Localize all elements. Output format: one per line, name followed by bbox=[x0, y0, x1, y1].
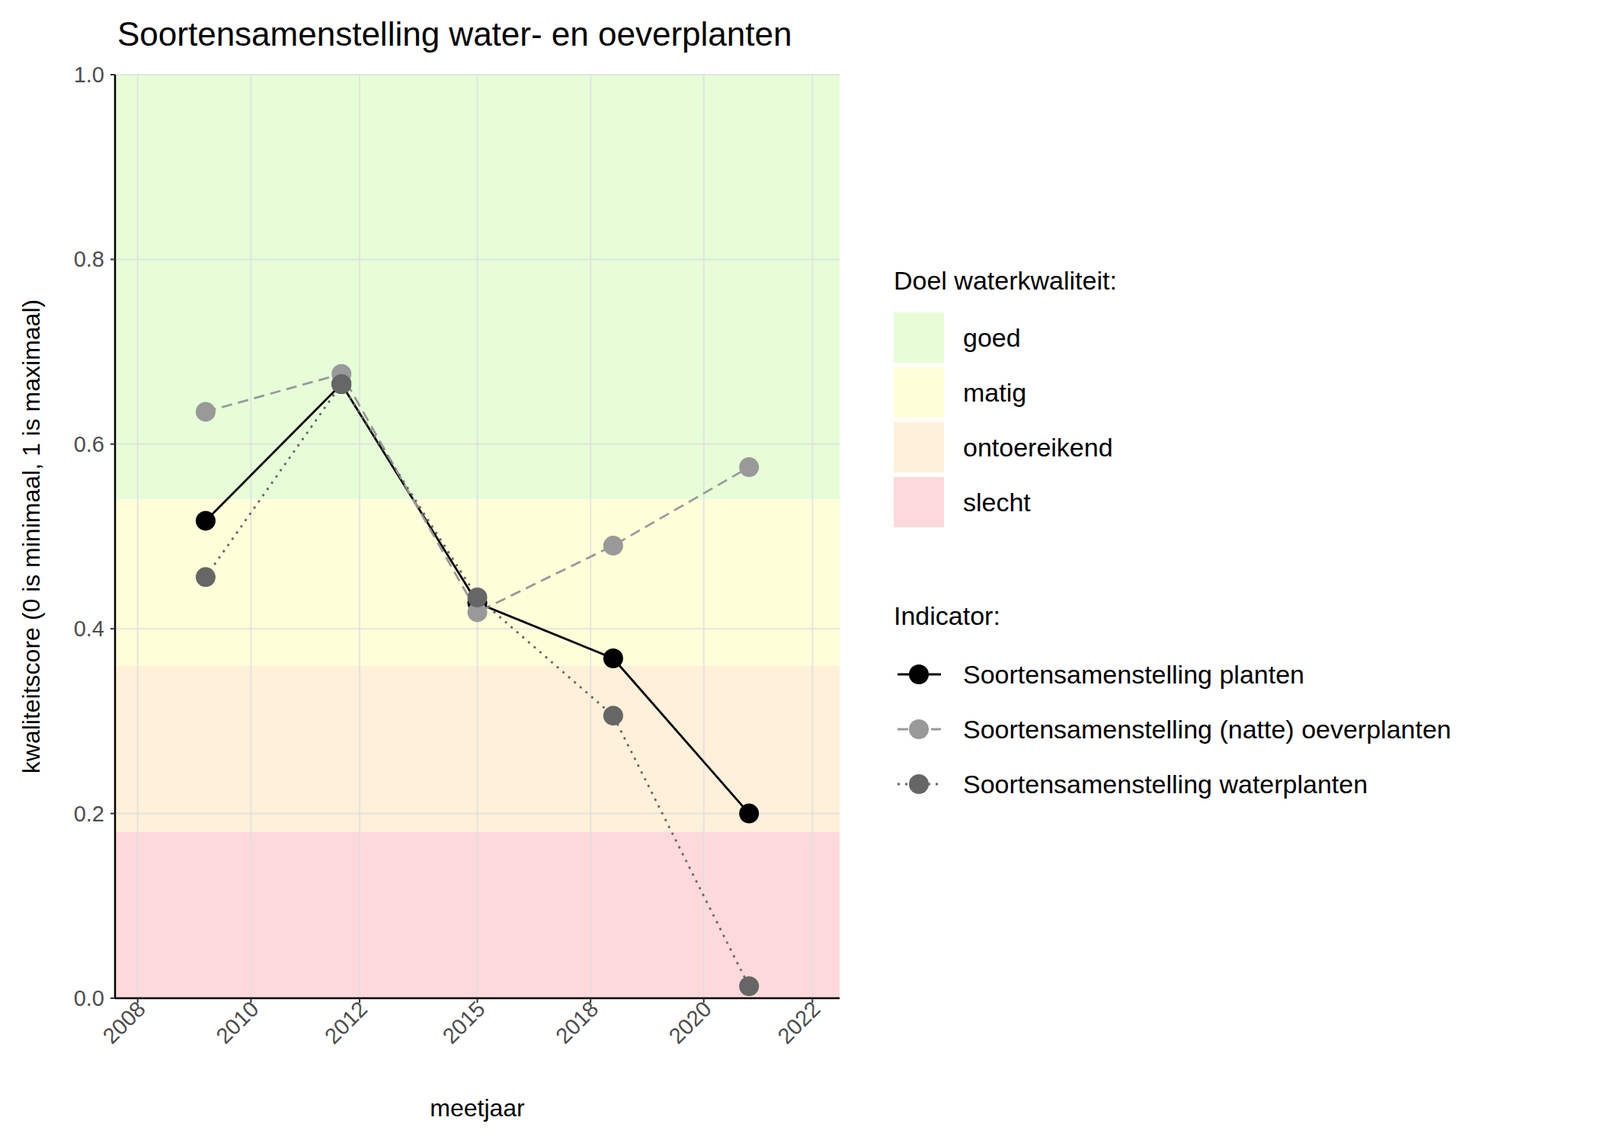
title: Soortensamenstelling water- en oeverplan… bbox=[117, 15, 792, 53]
tick bbox=[110, 258, 116, 260]
point bbox=[739, 803, 759, 824]
chart: Soortensamenstelling water- en oeverplan… bbox=[0, 0, 1600, 1143]
tick bbox=[110, 443, 116, 445]
point bbox=[331, 374, 352, 394]
grid-line bbox=[249, 74, 252, 999]
grid-line bbox=[589, 74, 592, 999]
point bbox=[603, 535, 624, 556]
tick bbox=[110, 812, 116, 815]
x-tick-label: 2020 bbox=[664, 996, 717, 1049]
x-tick-label: 2018 bbox=[550, 996, 603, 1049]
x-tick-label: 2010 bbox=[211, 996, 263, 1049]
tick bbox=[110, 997, 116, 999]
grid bbox=[115, 74, 840, 999]
y-tick-label: 0.8 bbox=[73, 246, 105, 272]
legend-label: ontoereikend bbox=[963, 432, 1114, 462]
x-tick-label: 2022 bbox=[772, 996, 825, 1049]
point bbox=[603, 648, 624, 669]
legend-swatch bbox=[893, 312, 944, 363]
grid-line bbox=[137, 74, 139, 999]
x-tick-label: 2008 bbox=[98, 996, 151, 1049]
legend-label: goed bbox=[963, 323, 1021, 352]
y-tick-label: 0.6 bbox=[73, 432, 105, 457]
y-axis bbox=[114, 74, 117, 999]
point bbox=[195, 510, 216, 531]
legend-marker bbox=[908, 774, 929, 794]
y-tick-label: 0.4 bbox=[73, 616, 105, 641]
bands bbox=[115, 74, 840, 999]
legend-label: slecht bbox=[963, 487, 1031, 517]
point bbox=[331, 374, 352, 394]
tick bbox=[110, 73, 116, 76]
grid-line bbox=[703, 74, 705, 999]
tick bbox=[110, 627, 116, 630]
legend-marker bbox=[908, 719, 929, 740]
series-line bbox=[205, 384, 749, 814]
y-tick-label: 0.2 bbox=[73, 801, 105, 826]
legend-label: Soortensamenstelling planten bbox=[963, 659, 1305, 689]
point bbox=[195, 566, 216, 587]
legend-label: matig bbox=[963, 377, 1027, 407]
legend-title: Doel waterkwaliteit: bbox=[893, 265, 1117, 295]
legend-title: Indicator: bbox=[893, 601, 1001, 631]
point bbox=[739, 457, 759, 477]
point bbox=[467, 587, 488, 608]
series-line bbox=[205, 374, 749, 613]
y-tick-label: 0.0 bbox=[73, 985, 105, 1011]
x-tick-label: 2015 bbox=[437, 996, 490, 1049]
legend-label: Soortensamenstelling waterplanten bbox=[963, 769, 1368, 799]
legend-marker bbox=[908, 664, 929, 685]
grid-line bbox=[811, 74, 813, 999]
series-line bbox=[205, 384, 749, 986]
x-tick-label: 2012 bbox=[320, 996, 372, 1049]
grid-line bbox=[476, 74, 479, 999]
legend-swatch bbox=[893, 422, 944, 473]
plot-data bbox=[195, 364, 759, 997]
point bbox=[195, 401, 216, 422]
x-axis-label: meetjaar bbox=[429, 1094, 525, 1122]
grid-line bbox=[358, 74, 361, 999]
point bbox=[603, 705, 624, 726]
legend-swatch bbox=[893, 476, 944, 528]
point bbox=[739, 976, 759, 996]
y-tick-label: 1.0 bbox=[73, 62, 105, 87]
y-axis-label: kwaliteitscore (0 is minimaal, 1 is maxi… bbox=[17, 299, 45, 774]
legend-swatch bbox=[893, 367, 944, 418]
legend-label: Soortensamenstelling (natte) oeverplante… bbox=[963, 714, 1452, 744]
